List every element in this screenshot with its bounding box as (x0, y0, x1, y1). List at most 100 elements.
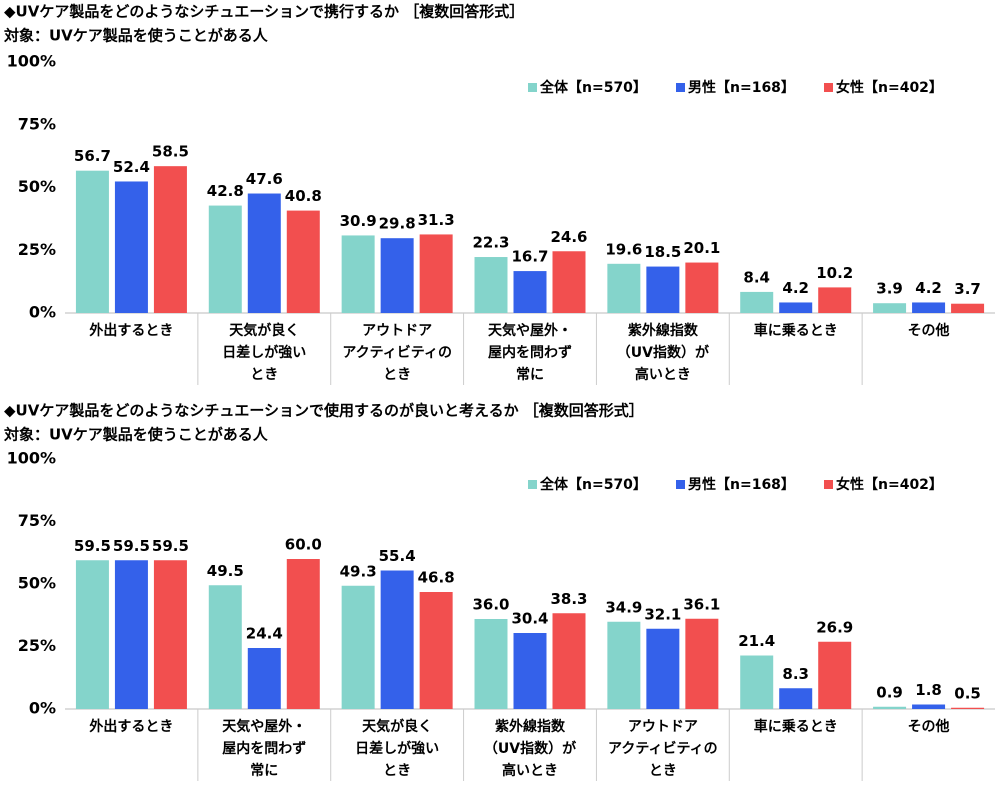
x-tick-label: 天気が良く (362, 718, 432, 735)
value-label: 32.1 (644, 605, 681, 623)
value-label: 34.9 (605, 598, 642, 616)
value-label: 8.3 (782, 665, 809, 683)
bar (341, 235, 375, 313)
value-label: 4.2 (915, 279, 942, 297)
y-tick-label: 75% (18, 511, 56, 530)
x-tick-label: 常に (250, 762, 278, 779)
x-tick-label: 高いとき (502, 762, 558, 779)
y-tick-label: 0% (29, 699, 56, 718)
bar (779, 302, 813, 313)
chart-subtitle: 対象：UVケア製品を使うことがある人 (3, 27, 269, 45)
value-label: 24.4 (246, 625, 283, 643)
bar (75, 170, 109, 313)
bar (779, 688, 813, 709)
chart-subtitle: 対象：UVケア製品を使うことがある人 (3, 426, 269, 444)
chart-title: ◆UVケア製品をどのようなシチュエーションで携行するか ［複数回答形式］ (4, 3, 524, 21)
bar (419, 234, 453, 313)
x-tick-label: 天気や屋外・ (222, 718, 306, 735)
y-tick-label: 75% (18, 114, 56, 133)
x-tick-label: アウトドア (362, 323, 432, 339)
value-label: 21.4 (738, 632, 775, 650)
value-label: 26.9 (816, 618, 853, 636)
x-tick-label: 屋内を問わず (222, 740, 306, 757)
x-tick-label: アクティビティの (342, 345, 452, 361)
value-label: 49.5 (207, 562, 244, 580)
bar (607, 263, 641, 313)
bar (552, 613, 586, 709)
legend-label: 男性【n=168】 (688, 476, 795, 493)
x-tick-label: とき (383, 763, 411, 779)
bar (646, 266, 680, 313)
x-tick-label: 常に (516, 366, 544, 383)
value-label: 59.5 (74, 537, 111, 555)
x-tick-label: アクティビティの (608, 741, 718, 757)
value-label: 22.3 (472, 234, 509, 252)
x-tick-label: 日差しが強い (222, 344, 306, 361)
x-tick-label: 紫外線指数 (495, 718, 566, 735)
value-label: 30.9 (340, 212, 377, 230)
y-tick-label: 25% (18, 636, 56, 655)
x-tick-label: 高いとき (635, 366, 691, 383)
bar (513, 271, 547, 313)
value-label: 36.1 (683, 595, 720, 613)
bar (247, 648, 281, 709)
bar (818, 641, 852, 709)
value-label: 4.2 (782, 279, 809, 297)
bar (341, 585, 375, 709)
value-label: 3.9 (876, 280, 903, 298)
value-label: 60.0 (285, 536, 322, 554)
x-tick-label: 屋内を問わず (488, 344, 572, 361)
legend-swatch (676, 480, 685, 489)
x-tick-label: 天気が良く (229, 322, 299, 339)
value-label: 49.3 (340, 562, 377, 580)
bar (286, 559, 320, 709)
y-tick-label: 50% (18, 574, 56, 593)
value-label: 0.9 (876, 683, 903, 701)
legend-swatch (824, 83, 833, 92)
value-label: 1.8 (915, 681, 942, 699)
x-tick-label: 車に乗るとき (754, 322, 838, 339)
value-label: 38.3 (550, 590, 587, 608)
bar (912, 302, 946, 313)
x-tick-label: 車に乗るとき (754, 718, 838, 735)
bar (513, 633, 547, 709)
value-label: 59.5 (152, 537, 189, 555)
value-label: 16.7 (511, 248, 548, 266)
x-tick-label: 外出するとき (89, 322, 173, 339)
bar (607, 621, 641, 709)
value-label: 46.8 (418, 569, 455, 587)
bar (685, 262, 719, 313)
bar (474, 619, 508, 709)
bar (552, 251, 586, 313)
bar (380, 570, 414, 709)
y-tick-label: 0% (29, 303, 56, 322)
value-label: 20.1 (683, 239, 720, 257)
x-tick-label: 日差しが強い (355, 740, 439, 757)
legend-label: 女性【n=402】 (836, 79, 943, 96)
x-tick-label: （UV指数）が (484, 740, 577, 757)
legend-swatch (528, 83, 537, 92)
legend-label: 女性【n=402】 (836, 476, 943, 493)
value-label: 29.8 (379, 215, 416, 233)
legend-swatch (824, 480, 833, 489)
legend-label: 全体【n=570】 (539, 476, 647, 493)
x-tick-label: 外出するとき (89, 718, 173, 735)
x-tick-label: とき (649, 763, 677, 779)
bar (75, 560, 109, 709)
bar (114, 181, 148, 313)
x-tick-label: （UV指数）が (617, 344, 710, 361)
value-label: 18.5 (644, 243, 681, 261)
bar (208, 585, 242, 709)
legend-swatch (528, 480, 537, 489)
bar (247, 193, 281, 313)
bar (208, 205, 242, 313)
x-tick-label: その他 (908, 718, 950, 735)
bar (951, 303, 985, 313)
bar (474, 257, 508, 313)
bar (153, 166, 187, 313)
bar (912, 704, 946, 709)
value-label: 59.5 (113, 537, 150, 555)
value-label: 52.4 (113, 158, 150, 176)
bar (873, 303, 907, 313)
